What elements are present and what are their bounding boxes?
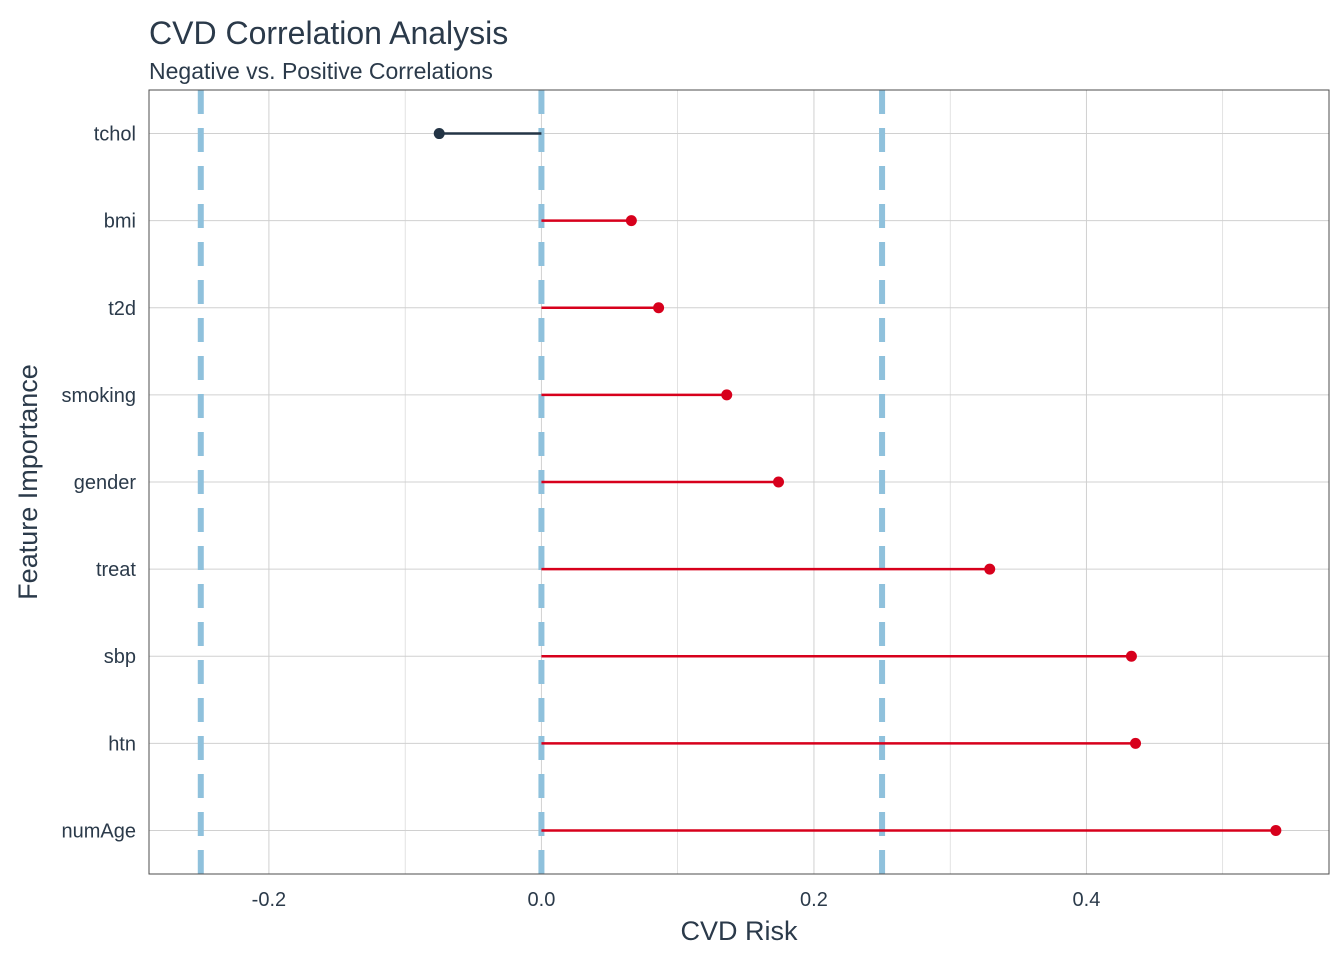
y-axis-label: Feature Importance bbox=[13, 364, 43, 600]
point-smoking bbox=[721, 389, 733, 401]
point-bmi bbox=[625, 215, 637, 227]
y-tick-label-sbp: sbp bbox=[104, 646, 136, 668]
x-tick-label: 0.4 bbox=[1073, 889, 1101, 911]
point-treat bbox=[984, 563, 996, 575]
y-tick-label-gender: gender bbox=[74, 472, 137, 494]
y-axis-tick-labels: tchol bmi t2d smoking gender treat sbp htn numAg… bbox=[62, 124, 137, 843]
x-axis-label: CVD Risk bbox=[680, 916, 798, 946]
y-tick-label-smoking: smoking bbox=[62, 385, 136, 407]
x-tick-label: -0.2 bbox=[252, 889, 286, 911]
lollipop-stems bbox=[439, 132, 1276, 832]
x-tick-label: 0.0 bbox=[528, 889, 556, 911]
y-tick-label-treat: treat bbox=[96, 559, 136, 581]
point-gender bbox=[773, 476, 785, 488]
point-tchol bbox=[433, 128, 445, 140]
y-tick-label-t2d: t2d bbox=[108, 298, 136, 320]
y-tick-label-htn: htn bbox=[108, 733, 136, 755]
lollipop-points bbox=[433, 128, 1282, 836]
chart-subtitle: Negative vs. Positive Correlations bbox=[149, 58, 493, 84]
chart-title: CVD Correlation Analysis bbox=[149, 15, 508, 51]
point-t2d bbox=[653, 302, 665, 314]
point-htn bbox=[1130, 737, 1142, 749]
y-tick-label-bmi: bmi bbox=[104, 211, 136, 233]
y-tick-label-tchol: tchol bbox=[94, 124, 136, 146]
y-tick-label-numAge: numAge bbox=[62, 820, 137, 842]
x-axis-tick-labels: -0.2 0.0 0.2 0.4 bbox=[252, 889, 1101, 911]
point-numAge bbox=[1270, 824, 1282, 836]
x-tick-label: 0.2 bbox=[800, 889, 828, 911]
panel-border bbox=[148, 89, 1330, 875]
point-sbp bbox=[1125, 650, 1137, 662]
